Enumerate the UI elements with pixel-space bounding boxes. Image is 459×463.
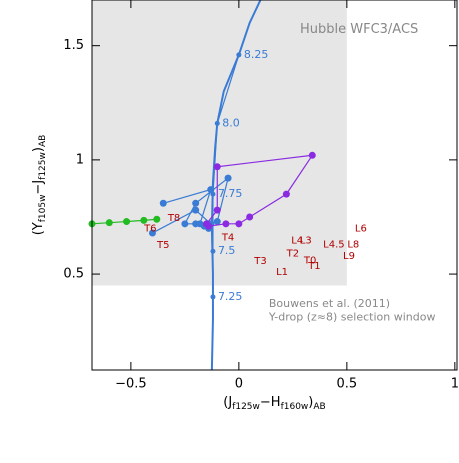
data-point bbox=[236, 52, 242, 58]
spectral-type-label: L4 bbox=[291, 235, 303, 246]
data-point bbox=[192, 199, 200, 207]
annotation: Y-drop (z≈8) selection window bbox=[268, 310, 436, 323]
data-point bbox=[210, 294, 216, 300]
x-tick-label: 0.5 bbox=[337, 377, 358, 392]
axis-label-part: f105w bbox=[38, 195, 48, 223]
xlabel-axis-label: (Jf125w−Hf160w)AB bbox=[223, 395, 325, 412]
data-point bbox=[222, 220, 230, 228]
spectral-type-label: T6 bbox=[143, 223, 156, 234]
data-point bbox=[224, 174, 232, 182]
data-point bbox=[246, 213, 254, 221]
annotation: Hubble WFC3/ACS bbox=[300, 22, 418, 37]
axis-label-part: ) bbox=[31, 147, 46, 152]
data-point bbox=[181, 220, 189, 228]
spectral-type-label: L9 bbox=[343, 251, 355, 262]
y-tick-label: 1 bbox=[76, 152, 84, 167]
data-point bbox=[214, 120, 220, 126]
spectral-type-label: T8 bbox=[167, 213, 180, 224]
data-point bbox=[210, 248, 216, 254]
data-point bbox=[213, 163, 221, 171]
redshift-label: 8.25 bbox=[244, 48, 268, 61]
y-tick-label: 0.5 bbox=[63, 267, 84, 282]
axis-label-part: −H bbox=[260, 395, 281, 410]
redshift-label: 7.25 bbox=[218, 290, 243, 303]
spectral-type-label: L4.5 bbox=[323, 239, 344, 250]
data-point bbox=[213, 218, 221, 226]
data-point bbox=[192, 220, 200, 228]
spectral-type-label: T0 bbox=[303, 255, 316, 266]
data-point bbox=[123, 218, 131, 226]
x-tick-label: −0.5 bbox=[115, 377, 147, 392]
axis-label-part: f125w bbox=[38, 152, 48, 180]
data-point bbox=[192, 206, 200, 214]
y-tick-label: 1.5 bbox=[63, 38, 84, 53]
data-point bbox=[140, 216, 148, 224]
redshift-label: 7.5 bbox=[218, 244, 236, 257]
spectral-type-label: T3 bbox=[253, 256, 266, 267]
data-point bbox=[202, 220, 210, 228]
redshift-label: 8.0 bbox=[222, 116, 240, 129]
axis-label-part: (J bbox=[223, 395, 232, 410]
ylabel-axis-label: (Yf105w−Jf125w)AB bbox=[31, 135, 48, 236]
spectral-type-label: L8 bbox=[347, 239, 359, 250]
data-point bbox=[282, 190, 290, 198]
axis-label-part: AB bbox=[313, 402, 325, 412]
data-point bbox=[105, 219, 113, 227]
selection-window bbox=[92, 0, 347, 286]
axis-label-part: −J bbox=[31, 180, 46, 195]
annotation: Bouwens et al. (2011) bbox=[269, 297, 390, 310]
data-point bbox=[213, 206, 221, 214]
data-point bbox=[159, 199, 167, 207]
data-point bbox=[235, 220, 243, 228]
data-point bbox=[148, 229, 156, 237]
spectral-type-label: L1 bbox=[276, 267, 288, 278]
axis-label-part: f160w bbox=[281, 402, 309, 412]
axis-label-part: AB bbox=[38, 135, 48, 147]
data-point bbox=[207, 186, 215, 194]
data-point bbox=[308, 151, 316, 159]
data-point bbox=[153, 215, 161, 223]
axis-label-part: f125w bbox=[232, 402, 260, 412]
spectral-type-label: L6 bbox=[355, 223, 367, 234]
spectral-type-label: T2 bbox=[286, 249, 299, 260]
spectral-type-label: T4 bbox=[221, 233, 234, 244]
x-tick-label: 1 bbox=[451, 377, 459, 392]
x-tick-label: 0 bbox=[235, 377, 243, 392]
spectral-type-label: L3 bbox=[300, 235, 312, 246]
axis-label-part: ) bbox=[308, 395, 313, 410]
plot-frame bbox=[91, 0, 458, 371]
spectral-type-label: T1 bbox=[307, 261, 320, 272]
spectral-type-label: T5 bbox=[156, 240, 169, 251]
redshift-label: 7.75 bbox=[218, 187, 243, 200]
axis-label-part: (Y bbox=[31, 222, 46, 235]
